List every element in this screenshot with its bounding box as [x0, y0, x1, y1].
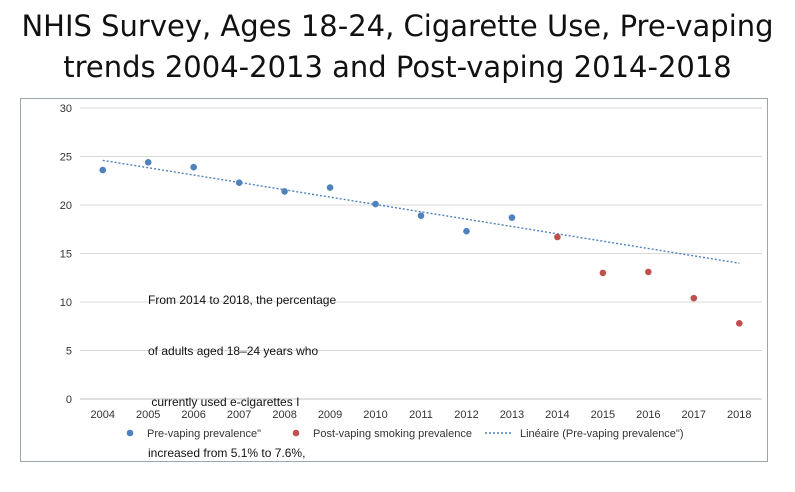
x-tick-label: 2017: [682, 409, 706, 421]
annotation-line: of adults aged 18–24 years who: [148, 344, 319, 358]
x-tick-label: 2018: [727, 409, 751, 421]
post-vaping-point: [554, 233, 561, 241]
chart-annotation: From 2014 to 2018, the percentage of adu…: [148, 258, 336, 479]
x-tick-label: 2010: [363, 409, 387, 421]
y-tick-label: 25: [60, 152, 72, 164]
x-tick-label: 2011: [409, 409, 433, 421]
x-tick-label: 2015: [591, 409, 615, 421]
legend-trendline-label: Linéaire (Pre-vaping prevalence"): [520, 428, 684, 440]
pre-vaping-point: [417, 212, 425, 219]
post-vaping-point: [690, 294, 698, 302]
pre-vaping-point: [99, 166, 107, 174]
title-line-2: trends 2004-2013 and Post-vaping 2014-20…: [63, 50, 732, 84]
trendline: [102, 159, 740, 264]
annotation-line: currently used e-cigarettes I: [148, 395, 300, 409]
legend-pre-vaping-marker: [126, 429, 134, 437]
x-tick-label: 2004: [90, 409, 114, 421]
x-tick-label: 2013: [500, 409, 524, 421]
pre-vaping-point: [508, 214, 516, 221]
y-tick-label: 20: [60, 200, 72, 212]
pre-vaping-point: [190, 163, 197, 171]
x-tick-label: 2005: [136, 409, 160, 421]
y-tick-label: 0: [66, 394, 72, 406]
annotation-line: increased from 5.1% to 7.6%,: [148, 446, 306, 460]
y-tick-label: 30: [60, 103, 72, 115]
y-tick-label: 15: [60, 249, 72, 261]
annotation-line: From 2014 to 2018, the percentage: [148, 293, 337, 307]
y-tick-label: 5: [66, 346, 72, 358]
chart-frame: [20, 98, 768, 462]
pre-vaping-point: [372, 200, 379, 208]
post-vaping-point: [645, 268, 652, 276]
pre-vaping-point: [235, 179, 243, 186]
pre-vaping-point: [144, 159, 152, 166]
chart-title: NHIS Survey, Ages 18-24, Cigarette Use, …: [0, 6, 795, 88]
title-line-1: NHIS Survey, Ages 18-24, Cigarette Use, …: [21, 9, 774, 43]
post-vaping-point: [599, 269, 607, 277]
legend-pre-vaping-label: Pre-vaping prevalence": [147, 428, 261, 440]
x-tick-label: 2007: [227, 409, 251, 421]
legend-post-vaping-marker: [292, 429, 300, 437]
pre-vaping-point: [281, 188, 288, 195]
x-tick-label: 2014: [545, 409, 569, 421]
x-tick-label: 2016: [636, 409, 660, 421]
post-vaping-point: [735, 320, 743, 327]
x-tick-label: 2008: [272, 409, 296, 421]
pre-vaping-point: [326, 184, 334, 191]
x-tick-label: 2006: [181, 409, 205, 421]
legend-post-vaping-label: Post-vaping smoking prevalence: [313, 428, 472, 440]
x-tick-label: 2009: [318, 409, 342, 421]
y-tick-label: 10: [60, 297, 72, 309]
x-tick-label: 2012: [454, 409, 478, 421]
pre-vaping-point: [463, 227, 470, 235]
